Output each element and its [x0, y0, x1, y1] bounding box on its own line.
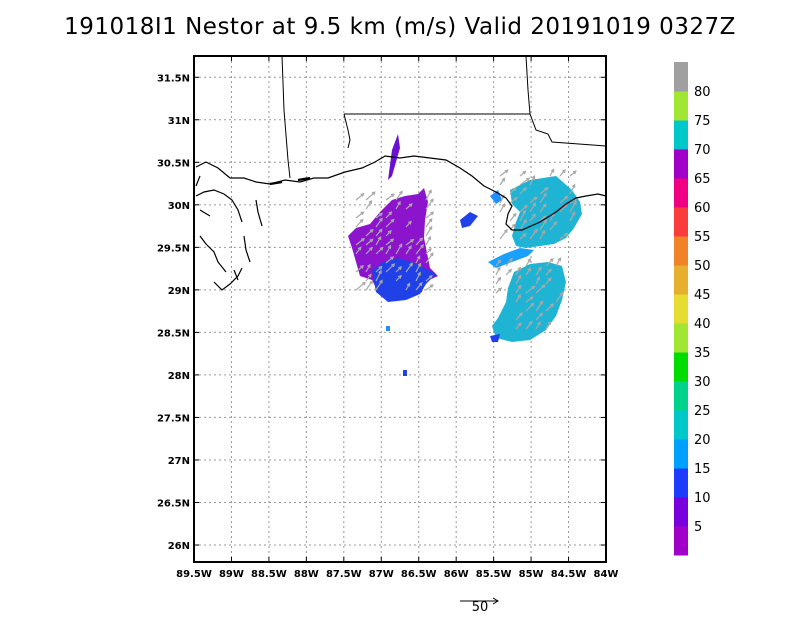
colorbar-label: 15: [694, 462, 711, 477]
colorbar-label: 5: [694, 520, 702, 535]
colorbar-segment: [674, 323, 688, 353]
coastline: [195, 155, 607, 291]
state-borders: [281, 55, 607, 179]
colorbar-label: 80: [694, 85, 711, 100]
lon-tick-label: 89.5W: [176, 569, 212, 580]
axis-ticks: 89.5W 89W 88.5W 88W 87.5W 87W 86.5W 86W 85.5W 85W…: [157, 56, 619, 580]
lat-tick-label: 29.5N: [157, 243, 190, 254]
lon-tick-label: 85W: [519, 569, 544, 580]
lat-tick-label: 31.5N: [157, 73, 190, 84]
lat-tick-label: 28.5N: [157, 328, 190, 339]
colorbar-label: 70: [694, 143, 711, 158]
lon-tick-label: 88W: [294, 569, 319, 580]
colorbar-segment: [674, 294, 688, 324]
colorbar-label: 30: [694, 375, 711, 390]
colorbar-label: 35: [694, 346, 711, 361]
lat-tick-label: 28N: [168, 371, 190, 382]
lon-tick-label: 88.5W: [251, 569, 287, 580]
colorbar-segment: [674, 381, 688, 411]
colorbar-segment: [674, 526, 688, 556]
reference-vector-label: 50: [471, 600, 489, 615]
lon-tick-label: 85.5W: [476, 569, 512, 580]
lon-tick-label: 84.5W: [551, 569, 587, 580]
lat-tick-label: 27.5N: [157, 413, 190, 424]
colorbar-label: 60: [694, 201, 711, 216]
colorbar-label: 45: [694, 288, 711, 303]
lon-tick-label: 89W: [219, 569, 244, 580]
colorbar-label: 20: [694, 433, 711, 448]
lat-tick-label: 29N: [168, 286, 190, 297]
lat-tick-label: 26N: [168, 541, 190, 552]
colorbar-segment: [674, 120, 688, 150]
colorbar-label: 10: [694, 491, 711, 506]
lat-tick-label: 27N: [168, 456, 190, 467]
lon-tick-label: 84W: [594, 569, 619, 580]
colorbar-label: 55: [694, 230, 711, 245]
colorbar-segment: [674, 149, 688, 179]
colorbar-segment: [674, 236, 688, 266]
reference-vector: [460, 597, 499, 605]
lat-tick-label: 26.5N: [157, 498, 190, 509]
colorbar-label: 50: [694, 259, 711, 274]
lat-tick-label: 30.5N: [157, 158, 190, 169]
lon-tick-label: 87W: [369, 569, 394, 580]
colorbar-segment: [674, 410, 688, 440]
colorbar-segment: [674, 91, 688, 121]
lat-tick-label: 31N: [168, 116, 190, 127]
colorbar-segment: [674, 62, 688, 92]
map-frame: [193, 55, 607, 563]
colorbar-segment: [674, 207, 688, 237]
wind-vectors: [355, 168, 578, 330]
colorbar-label: 40: [694, 317, 711, 332]
colorbar-segment: [674, 178, 688, 208]
map-title: 191018I1 Nestor at 9.5 km (m/s) Valid 20…: [64, 14, 736, 40]
lon-tick-label: 87.5W: [326, 569, 362, 580]
colorbar-segment: [674, 352, 688, 382]
colorbar-segment: [674, 439, 688, 469]
colorbar-segment: [674, 497, 688, 527]
colorbar-segment: [674, 265, 688, 295]
colorbar-label: 65: [694, 172, 711, 187]
lon-tick-label: 86W: [444, 569, 469, 580]
colorbar-segment: [674, 468, 688, 498]
colorbar-label: 75: [694, 114, 711, 129]
lat-tick-label: 30N: [168, 201, 190, 212]
colorbar-label: 25: [694, 404, 711, 419]
lon-tick-label: 86.5W: [401, 569, 437, 580]
